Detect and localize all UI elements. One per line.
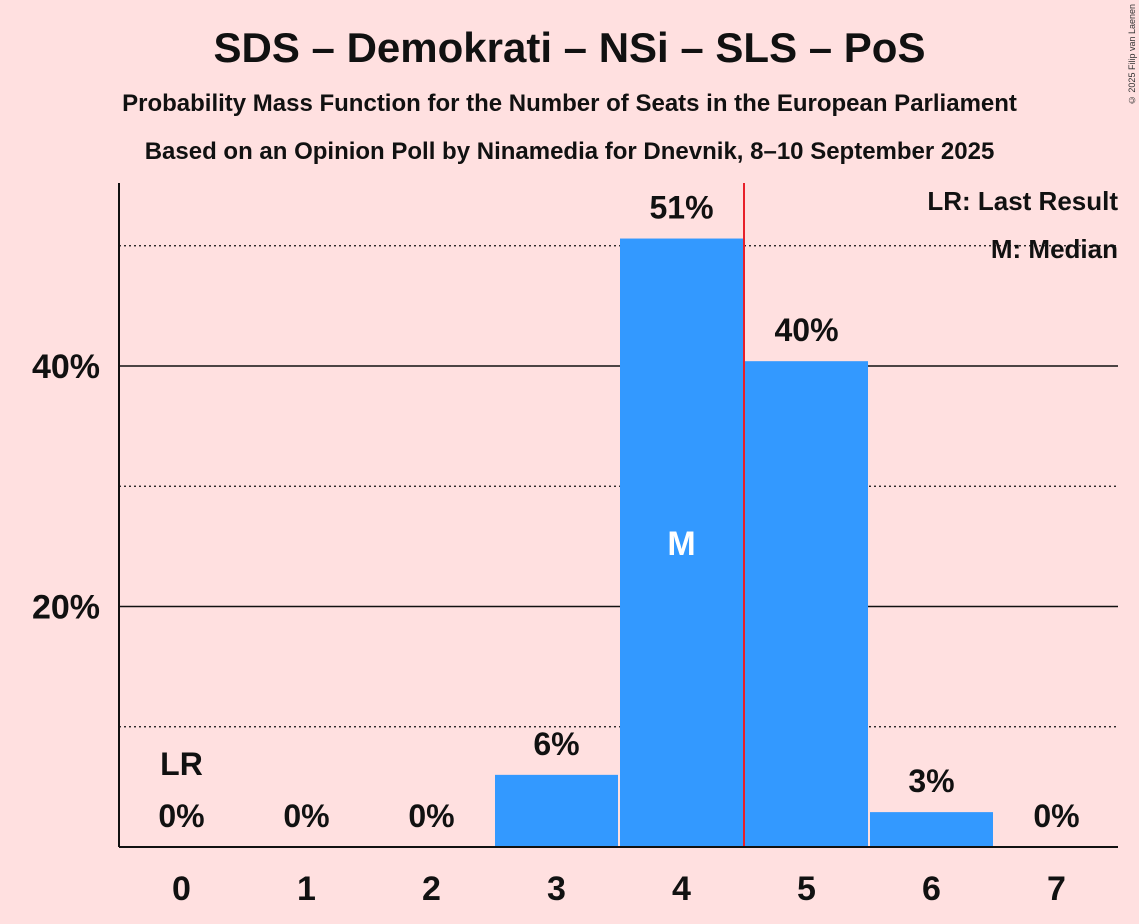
x-tick-label: 7 bbox=[1047, 870, 1066, 908]
bar-seat-6 bbox=[870, 812, 993, 847]
bar-seat-5 bbox=[745, 361, 868, 847]
chart-title: SDS – Demokrati – NSi – SLS – PoS bbox=[213, 24, 926, 71]
chart-subtitle: Probability Mass Function for the Number… bbox=[122, 90, 1017, 117]
value-label: 3% bbox=[908, 763, 954, 799]
value-label: 40% bbox=[774, 312, 838, 348]
x-tick-label: 5 bbox=[797, 870, 816, 908]
value-label: 51% bbox=[649, 190, 713, 226]
x-tick-label: 2 bbox=[422, 870, 441, 908]
value-label: 6% bbox=[533, 726, 579, 762]
chart-subtitle-poll: Based on an Opinion Poll by Ninamedia fo… bbox=[144, 138, 995, 165]
x-tick-label: 3 bbox=[547, 870, 566, 908]
x-tick-label: 1 bbox=[297, 870, 316, 908]
legend-last-result: LR: Last Result bbox=[927, 186, 1118, 216]
y-tick-label: 40% bbox=[32, 348, 100, 386]
x-tick-label: 4 bbox=[672, 870, 691, 908]
y-tick-label: 20% bbox=[32, 589, 100, 627]
legend-median: M: Median bbox=[991, 234, 1118, 264]
x-tick-label: 6 bbox=[922, 870, 941, 908]
x-tick-label: 0 bbox=[172, 870, 191, 908]
median-marker: M bbox=[667, 525, 695, 563]
bar-seat-4 bbox=[620, 238, 743, 847]
value-label: 0% bbox=[1033, 798, 1079, 834]
bar-seat-3 bbox=[495, 774, 618, 847]
last-result-marker: LR bbox=[160, 746, 203, 782]
value-label: 0% bbox=[408, 798, 454, 834]
value-label: 0% bbox=[158, 798, 204, 834]
value-label: 0% bbox=[283, 798, 329, 834]
